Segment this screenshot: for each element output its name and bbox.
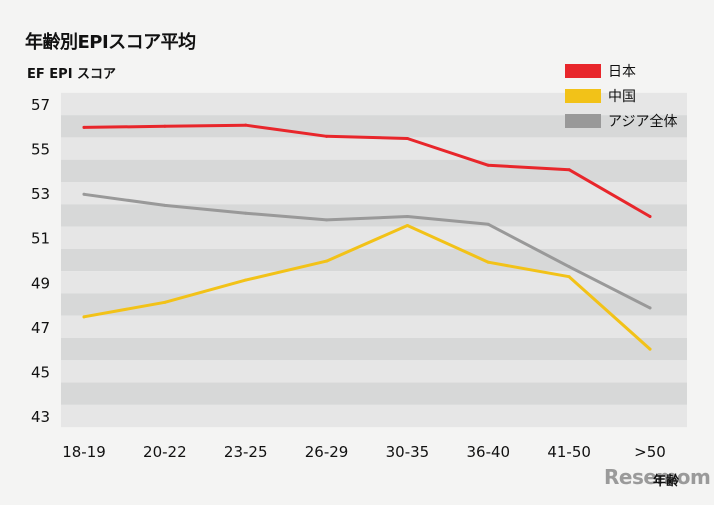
- data-point: [648, 306, 652, 310]
- grid-band: [61, 382, 687, 405]
- data-point: [244, 123, 248, 127]
- grid-band: [61, 92, 687, 116]
- data-point: [567, 168, 571, 172]
- x-axis-label: 年齢: [653, 474, 680, 489]
- grid-band: [61, 204, 687, 227]
- grid-band: [61, 248, 687, 272]
- grid-band: [61, 159, 687, 182]
- y-tick-label: 53: [31, 185, 50, 203]
- legend-swatch: [565, 64, 601, 78]
- grid-band: [61, 360, 687, 383]
- y-tick-label: 49: [31, 274, 50, 292]
- grid-band: [61, 404, 687, 428]
- data-point: [486, 260, 490, 264]
- data-point: [325, 134, 329, 138]
- data-point: [325, 259, 329, 263]
- y-tick-label: 57: [31, 96, 50, 114]
- data-point: [244, 211, 248, 215]
- data-point: [163, 124, 167, 128]
- x-tick-label: 36-40: [466, 443, 510, 461]
- data-point: [82, 192, 86, 196]
- grid-band: [61, 182, 687, 205]
- data-point: [405, 137, 409, 141]
- x-tick-label: 26-29: [305, 443, 349, 461]
- data-point: [648, 347, 652, 351]
- legend-label: 日本: [608, 64, 636, 80]
- data-point: [567, 275, 571, 279]
- series-line: [82, 192, 652, 310]
- data-point: [405, 223, 409, 227]
- legend-label: アジア全体: [608, 113, 677, 130]
- y-tick-label: 43: [31, 408, 50, 426]
- data-point: [82, 125, 86, 129]
- data-point: [82, 315, 86, 319]
- chart-title: 年齢別EPIスコア平均: [25, 32, 196, 53]
- series-line: [82, 224, 652, 351]
- y-tick-label: 47: [31, 319, 50, 337]
- resemom-watermark-logo: Resemom: [604, 465, 711, 489]
- x-tick-label: 20-22: [143, 443, 187, 461]
- data-point: [163, 300, 167, 304]
- legend-swatch: [565, 114, 601, 128]
- data-point: [648, 215, 652, 219]
- x-tick-label: 41-50: [547, 443, 591, 461]
- x-tick-label: >50: [634, 443, 666, 461]
- data-point: [567, 265, 571, 269]
- y-tick-label: 45: [31, 363, 50, 381]
- data-point: [405, 215, 409, 219]
- y-tick-label: 51: [31, 230, 50, 248]
- data-point: [486, 163, 490, 167]
- x-tick-label: 18-19: [62, 443, 106, 461]
- x-axis-ticks: 18-19 20-22 23-25 26-29 30-35 36-40 41-50 >50: [62, 443, 666, 461]
- y-axis-ticks: 57 55 53 51 49 47 45 43: [31, 96, 50, 426]
- x-tick-label: 30-35: [386, 443, 430, 461]
- data-point: [325, 218, 329, 222]
- grid-band: [61, 115, 687, 138]
- grid-band: [61, 226, 687, 249]
- data-point: [163, 203, 167, 207]
- legend-swatch: [565, 89, 601, 103]
- series-line: [82, 123, 652, 218]
- grid-band: [61, 315, 687, 338]
- y-tick-label: 55: [31, 141, 50, 159]
- series-lines: [82, 123, 652, 351]
- x-tick-label: 23-25: [224, 443, 268, 461]
- data-point: [486, 222, 490, 226]
- grid-band: [61, 338, 687, 361]
- y-axis-label: EF EPI スコア: [27, 67, 117, 82]
- grid-bands: [61, 92, 687, 428]
- grid-band: [61, 137, 687, 160]
- grid-band: [61, 293, 687, 316]
- legend-label: 中国: [608, 89, 636, 105]
- grid-band: [61, 271, 687, 294]
- data-point: [244, 278, 248, 282]
